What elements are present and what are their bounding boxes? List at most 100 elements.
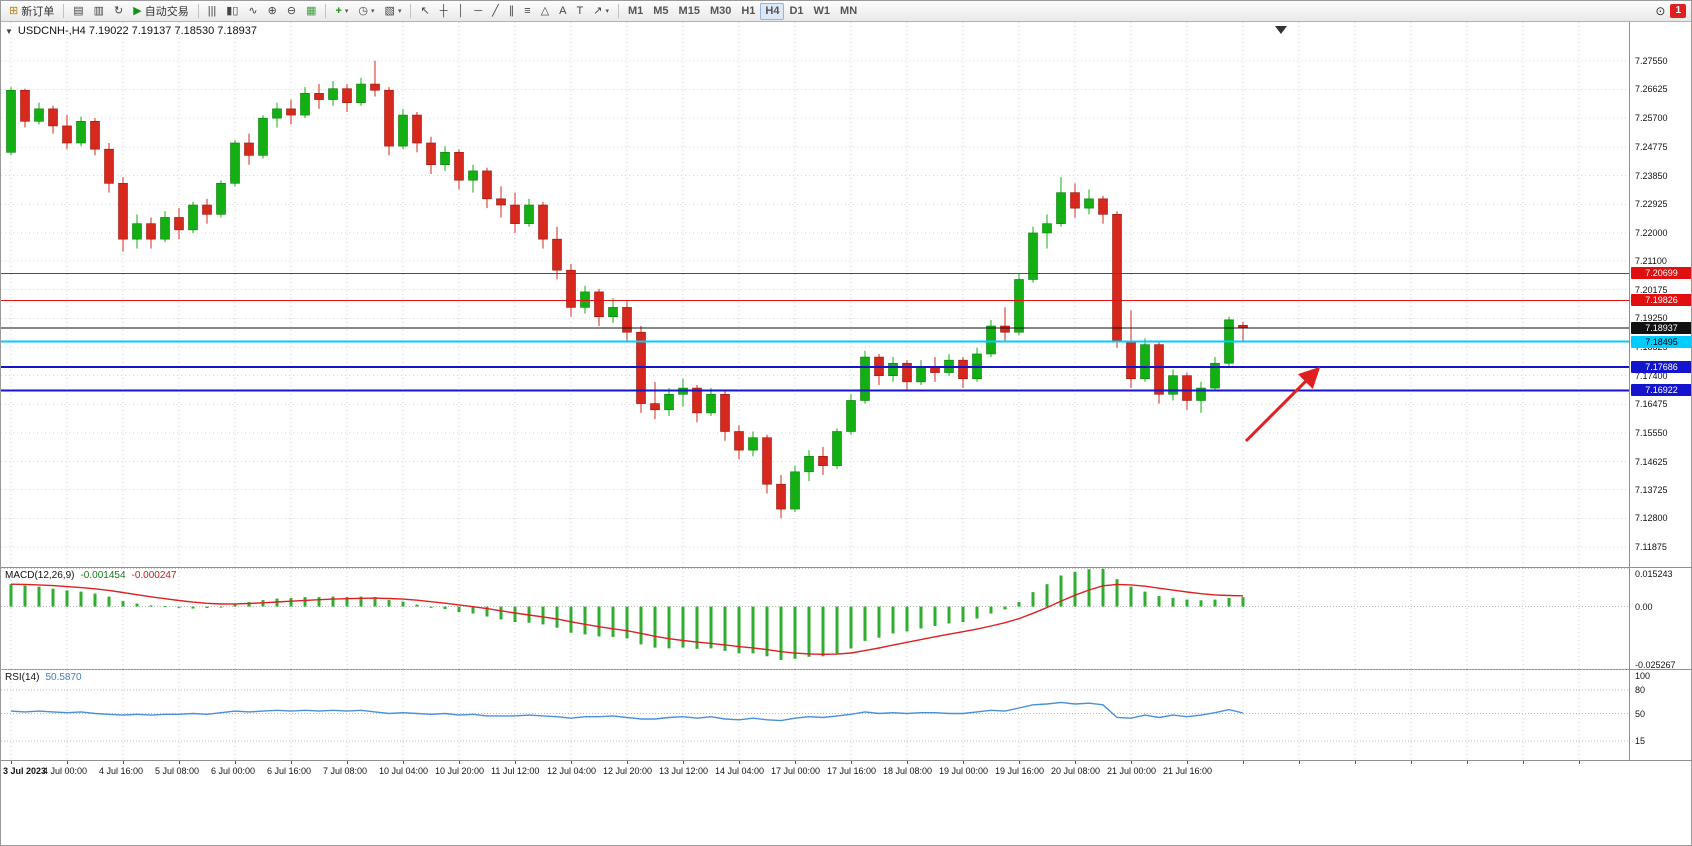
- hline-icon: ─: [474, 4, 483, 17]
- tile-windows-button[interactable]: ▦: [301, 3, 321, 20]
- vline-icon: │: [457, 4, 465, 17]
- channel-button[interactable]: ∥: [504, 3, 520, 20]
- price-scale-label: 7.12800: [1635, 513, 1668, 524]
- auto-trading-button[interactable]: ▶ 自动交易: [128, 3, 193, 20]
- price-scale-label: 7.15550: [1635, 428, 1668, 439]
- timeframe-h4[interactable]: H4: [760, 2, 785, 20]
- current-price-line-tag[interactable]: 7.18937: [1631, 321, 1691, 334]
- time-label: 13 Jul 12:00: [659, 766, 709, 776]
- time-label: 20 Jul 08:00: [1051, 766, 1101, 776]
- timeframe-m5[interactable]: M5: [648, 3, 673, 20]
- time-tick: [1579, 761, 1580, 764]
- macd-panel[interactable]: MACD(12,26,9) -0.001454 -0.000247 0.0152…: [1, 568, 1691, 670]
- timeframe-m15-label: M15: [678, 5, 700, 17]
- profiles-button[interactable]: ▥: [89, 3, 109, 20]
- price-scale[interactable]: 7.27550 7.26625 7.25700 7.24775 7.23850 7.229…: [1629, 22, 1691, 567]
- zoom-out-button[interactable]: ⊖: [282, 3, 301, 20]
- crosshair-button[interactable]: ┼: [435, 3, 453, 20]
- macd-scale-label: -0.025267: [1635, 660, 1676, 670]
- line-chart-button[interactable]: ∿: [243, 3, 262, 20]
- new-chart-button[interactable]: ▤: [68, 3, 88, 20]
- price-scale-label: 7.27550: [1635, 55, 1668, 66]
- timeframe-mn-label: MN: [840, 5, 858, 17]
- time-label: 10 Jul 04:00: [379, 766, 429, 776]
- time-label: 17 Jul 00:00: [771, 766, 821, 776]
- templates-button[interactable]: ▧ ▾: [380, 3, 407, 20]
- timeframe-h1[interactable]: H1: [736, 3, 760, 20]
- time-label: 3 Jul 2023: [3, 766, 47, 776]
- horizontal-line-button[interactable]: ─: [469, 3, 487, 20]
- indicators-button[interactable]: + ▾: [330, 3, 353, 20]
- chevron-down-icon[interactable]: ▼: [5, 26, 13, 36]
- shapes-button[interactable]: △: [536, 3, 554, 20]
- time-label: 7 Jul 08:00: [323, 766, 368, 776]
- main-toolbar: ⊞ 新订单 ▤ ▥ ↻ ▶ 自动交易 ||| ▮▯ ∿ ⊕ ⊖ ▦ + ▾ ◷ ▾ ▧ ▾ ↖ ┼ │ ─ ╱ ∥ ≡ △ A T ↗ ▾ M…: [1, 1, 1691, 22]
- macd-main-value: -0.001454: [80, 570, 126, 581]
- channel-icon: ∥: [508, 4, 515, 17]
- macd-plot[interactable]: [1, 568, 1629, 670]
- bar-chart-button[interactable]: |||: [203, 3, 222, 20]
- zoom-out-icon: ⊖: [286, 4, 297, 17]
- cursor-button[interactable]: ↖: [415, 3, 434, 20]
- price-chart-panel[interactable]: ▼ USDCNH-,H4 7.19022 7.19137 7.18530 7.1…: [1, 22, 1691, 568]
- text-button[interactable]: A: [554, 3, 571, 20]
- time-label: 21 Jul 00:00: [1107, 766, 1157, 776]
- periods-button[interactable]: ◷ ▾: [353, 3, 379, 20]
- timeframe-m15[interactable]: M15: [674, 3, 705, 20]
- time-tick: [1019, 761, 1020, 764]
- support-line-blue-1-tag[interactable]: 7.17686: [1631, 360, 1691, 373]
- fibonacci-button[interactable]: ≡: [519, 3, 535, 20]
- refresh-icon: ↻: [114, 4, 124, 17]
- rsi-label: RSI(14) 50.5870: [5, 672, 82, 683]
- text-label-button[interactable]: T: [572, 3, 589, 20]
- search-icon[interactable]: ⊙: [1655, 4, 1666, 18]
- time-tick: [515, 761, 516, 764]
- price-scale-label: 7.14625: [1635, 456, 1668, 467]
- arrows-button[interactable]: ↗ ▾: [588, 3, 614, 20]
- new-order-button[interactable]: ⊞ 新订单: [4, 3, 59, 20]
- candlestick-chart-button[interactable]: ▮▯: [221, 3, 243, 20]
- toolbar-separator: [617, 4, 619, 18]
- timeframe-m1-label: M1: [627, 5, 644, 17]
- label-icon: T: [576, 4, 584, 17]
- rsi-plot[interactable]: [1, 670, 1629, 761]
- timeframe-w1[interactable]: W1: [809, 3, 836, 20]
- timeframe-m30[interactable]: M30: [705, 3, 736, 20]
- zoom-in-button[interactable]: ⊕: [263, 3, 282, 20]
- timeframe-w1-label: W1: [813, 5, 831, 17]
- time-label: 5 Jul 08:00: [155, 766, 200, 776]
- time-tick: [1131, 761, 1132, 764]
- timeframe-d1[interactable]: D1: [784, 3, 808, 20]
- time-label: 19 Jul 00:00: [939, 766, 989, 776]
- new-chart-icon: ▤: [73, 4, 84, 17]
- time-label: 21 Jul 16:00: [1163, 766, 1213, 776]
- trendline-button[interactable]: ╱: [487, 3, 504, 20]
- line-chart-icon: ∿: [248, 4, 258, 17]
- time-label: 10 Jul 20:00: [435, 766, 485, 776]
- macd-scale-label: 0.015243: [1635, 569, 1673, 579]
- price-scale-label: 7.21100: [1635, 255, 1667, 266]
- autotrade-icon: ▶: [133, 4, 142, 17]
- rsi-scale-label: 50: [1635, 708, 1646, 719]
- trend-arrow: [1244, 366, 1321, 443]
- resistance-line-2-tag[interactable]: 7.19826: [1631, 294, 1691, 307]
- macd-scale[interactable]: 0.015243 0.00 -0.025267: [1629, 568, 1691, 670]
- rsi-scale[interactable]: 100 80 50 15: [1629, 670, 1691, 760]
- resistance-line-1-tag[interactable]: 7.20699: [1631, 267, 1691, 280]
- time-tick: [851, 761, 852, 764]
- time-label: 11 Jul 12:00: [491, 766, 540, 776]
- refresh-button[interactable]: ↻: [109, 3, 128, 20]
- time-tick: [963, 761, 964, 764]
- macd-signal-value: -0.000247: [131, 570, 177, 581]
- timeframe-mn[interactable]: MN: [835, 3, 862, 20]
- price-scale-label: 7.25700: [1635, 113, 1668, 124]
- support-line-cyan-tag[interactable]: 7.18495: [1631, 335, 1691, 348]
- time-axis[interactable]: 3 Jul 2023 4 Jul 00:00 4 Jul 16:00 5 Jul 08…: [1, 761, 1691, 781]
- time-tick: [123, 761, 124, 764]
- support-line-blue-2-tag[interactable]: 7.16922: [1631, 384, 1691, 397]
- candlestick-plot[interactable]: [1, 22, 1629, 568]
- timeframe-m1[interactable]: M1: [623, 3, 648, 20]
- rsi-panel[interactable]: RSI(14) 50.5870 100 80 50 15: [1, 670, 1691, 761]
- vertical-line-button[interactable]: │: [452, 3, 469, 20]
- notification-badge[interactable]: 1: [1670, 4, 1686, 18]
